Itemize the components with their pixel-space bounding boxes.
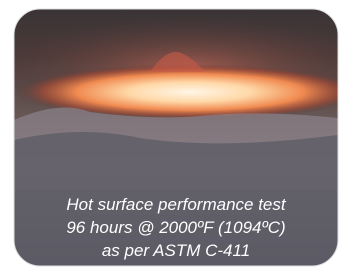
page: Hot surface performance test 96 hours @ … [0,0,352,275]
caption-line: 96 hours @ 2000ºF (1094ºC) [66,218,285,237]
caption-line: as per ASTM C-411 [102,241,250,260]
photo-card: Hot surface performance test 96 hours @ … [0,0,352,275]
caption-line: Hot surface performance test [66,195,286,214]
